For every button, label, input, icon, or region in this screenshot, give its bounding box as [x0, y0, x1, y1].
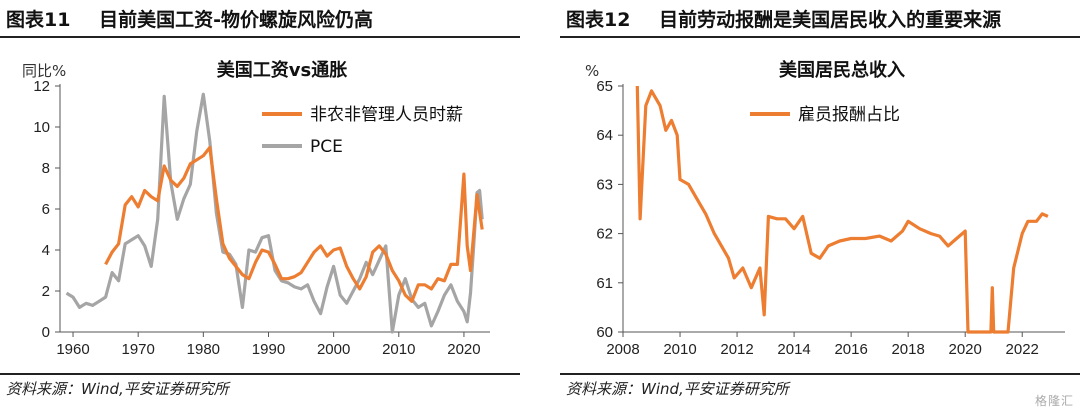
- header-rule: [0, 36, 520, 38]
- x-tick-label: 2018: [891, 341, 924, 358]
- x-tick-label: 2010: [382, 341, 415, 358]
- y-tick-label: 64: [596, 127, 613, 144]
- footer-rule: [560, 373, 1080, 375]
- figure-11: 图表11 目前美国工资-物价螺旋风险仍高 美国工资vs通胀 同比% 0 2 4 6 8 10 1…: [0, 0, 520, 413]
- y-tick-label: 8: [42, 160, 50, 177]
- figure-12: 图表12 目前劳动报酬是美国居民收入的重要来源 美国居民总收入% 60 61 62 63…: [560, 0, 1080, 413]
- x-tick-label: 2008: [606, 341, 639, 358]
- figure-number: 图表12: [566, 9, 631, 31]
- y-tick-label: 10: [33, 119, 50, 136]
- figure-header: 图表11 目前美国工资-物价螺旋风险仍高: [0, 4, 520, 36]
- legend-label-1: 雇员报酬占比: [798, 105, 900, 125]
- y-tick-label: 63: [596, 176, 613, 193]
- y-tick-label: 6: [42, 201, 50, 218]
- figure-header: 图表12 目前劳动报酬是美国居民收入的重要来源: [560, 4, 1080, 36]
- y-tick-label: 12: [33, 78, 50, 95]
- x-tick-label: 1980: [187, 341, 220, 358]
- legend-label-1: 非农非管理人员时薪: [310, 105, 463, 125]
- y-axis-label: %: [585, 62, 599, 80]
- wage-vs-inflation-chart: 美国工资vs通胀 同比% 0 2 4 6 8 10 12 1960 1970 1980 1990 2000…: [22, 59, 490, 358]
- figure-title: 目前劳动报酬是美国居民收入的重要来源: [659, 9, 1002, 31]
- x-tick-label: 2016: [834, 341, 867, 358]
- x-tick-label: 2022: [1006, 341, 1039, 358]
- y-tick-label: 62: [596, 226, 613, 243]
- chart-title: 美国工资vs通胀: [217, 59, 347, 81]
- watermark-logo: 格隆汇: [1034, 394, 1074, 408]
- header-rule: [560, 36, 1080, 38]
- household-income-chart: 美国居民总收入% 60 61 62 63 64 65 2008 2010 2012 2014 2016…: [585, 59, 1065, 358]
- x-tick-label: 2020: [447, 341, 480, 358]
- figure-title: 目前美国工资-物价螺旋风险仍高: [99, 9, 373, 31]
- y-tick-label: 61: [596, 275, 613, 292]
- y-axis-label: 同比%: [22, 62, 66, 80]
- x-tick-label: 1960: [56, 341, 89, 358]
- x-tick-label: 2000: [317, 341, 350, 358]
- x-tick-label: 1990: [252, 341, 285, 358]
- x-tick-label: 1970: [121, 341, 154, 358]
- y-tick-label: 0: [42, 324, 50, 341]
- series-line-1: [635, 85, 1049, 334]
- series-line-2: [65, 92, 484, 334]
- x-tick-label: 2014: [777, 341, 810, 358]
- y-tick-label: 4: [42, 242, 50, 259]
- footer-rule: [0, 373, 520, 375]
- x-tick-label: 2010: [663, 341, 696, 358]
- legend-label-2: PCE: [310, 137, 343, 157]
- x-tick-label: 2012: [720, 341, 753, 358]
- chart-title: 美国居民总收入: [779, 59, 905, 81]
- series-line-1: [104, 145, 484, 303]
- x-tick-label: 2020: [949, 341, 982, 358]
- y-tick-label: 2: [42, 283, 50, 300]
- figure-number: 图表11: [6, 9, 71, 31]
- source-note: 资料来源：Wind,平安证券研究所: [6, 380, 229, 398]
- y-tick-label: 60: [596, 324, 613, 341]
- source-note: 资料来源：Wind,平安证券研究所: [566, 380, 789, 398]
- y-tick-label: 65: [596, 78, 613, 95]
